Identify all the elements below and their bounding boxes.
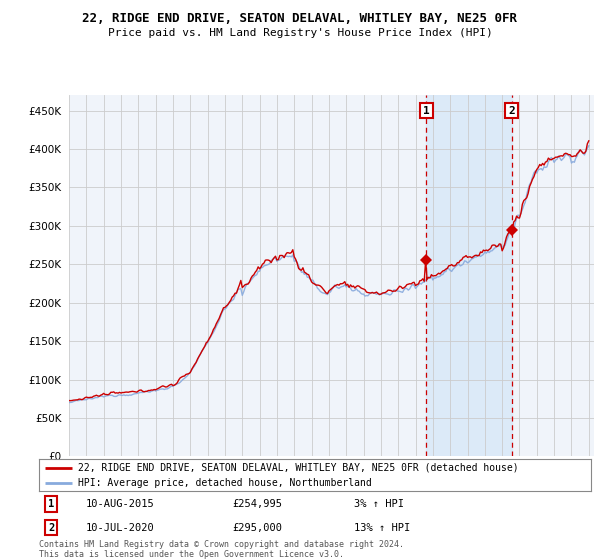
Text: 10-AUG-2015: 10-AUG-2015 xyxy=(86,499,155,509)
Text: 22, RIDGE END DRIVE, SEATON DELAVAL, WHITLEY BAY, NE25 0FR: 22, RIDGE END DRIVE, SEATON DELAVAL, WHI… xyxy=(83,12,517,25)
Text: HPI: Average price, detached house, Northumberland: HPI: Average price, detached house, Nort… xyxy=(77,478,371,488)
Text: 2: 2 xyxy=(508,106,515,115)
Text: 1: 1 xyxy=(423,106,430,115)
Text: 2: 2 xyxy=(48,522,54,533)
Bar xyxy=(427,95,512,456)
Text: 10-JUL-2020: 10-JUL-2020 xyxy=(86,522,155,533)
Text: Contains HM Land Registry data © Crown copyright and database right 2024.
This d: Contains HM Land Registry data © Crown c… xyxy=(39,540,404,559)
Text: £295,000: £295,000 xyxy=(232,522,282,533)
Text: 13% ↑ HPI: 13% ↑ HPI xyxy=(353,522,410,533)
Text: 22, RIDGE END DRIVE, SEATON DELAVAL, WHITLEY BAY, NE25 0FR (detached house): 22, RIDGE END DRIVE, SEATON DELAVAL, WHI… xyxy=(77,463,518,473)
Text: 1: 1 xyxy=(48,499,54,509)
Text: 3% ↑ HPI: 3% ↑ HPI xyxy=(353,499,404,509)
Text: Price paid vs. HM Land Registry's House Price Index (HPI): Price paid vs. HM Land Registry's House … xyxy=(107,28,493,38)
Text: £254,995: £254,995 xyxy=(232,499,282,509)
